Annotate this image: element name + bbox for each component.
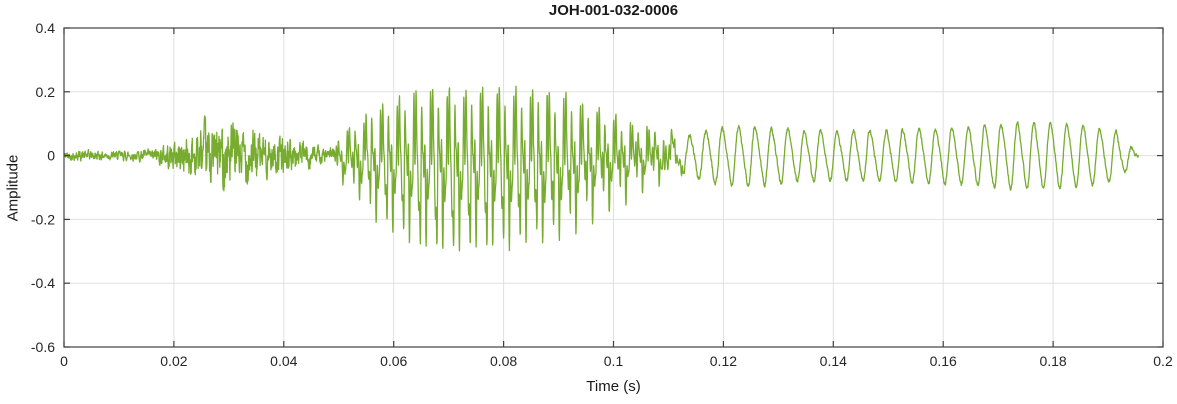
y-axis-label: Amplitude — [4, 154, 22, 222]
x-tick-label: 0.02 — [160, 353, 187, 369]
chart-title: JOH-001-032-0006 — [548, 2, 679, 19]
x-tick-label: 0.08 — [490, 353, 517, 369]
x-axis-label: Time (s) — [586, 378, 641, 395]
x-tick-label: 0.16 — [930, 353, 957, 369]
x-tick-label: 0.04 — [270, 353, 297, 369]
y-tick-label: 0 — [47, 148, 55, 164]
y-tick-label: -0.2 — [31, 211, 55, 227]
x-tick-label: 0.06 — [380, 353, 407, 369]
x-tick-label: 0 — [60, 353, 68, 369]
y-tick-label: -0.6 — [31, 339, 55, 355]
x-tick-label: 0.14 — [820, 353, 847, 369]
x-tick-label: 0.18 — [1039, 353, 1066, 369]
y-tick-label: 0.2 — [36, 84, 56, 100]
x-tick-label: 0.12 — [710, 353, 737, 369]
waveform-line — [63, 85, 1139, 252]
x-tick-label: 0.1 — [604, 353, 624, 369]
y-tick-label: 0.4 — [36, 20, 56, 36]
y-tick-label: -0.4 — [31, 275, 55, 291]
x-tick-label: 0.2 — [1153, 353, 1173, 369]
